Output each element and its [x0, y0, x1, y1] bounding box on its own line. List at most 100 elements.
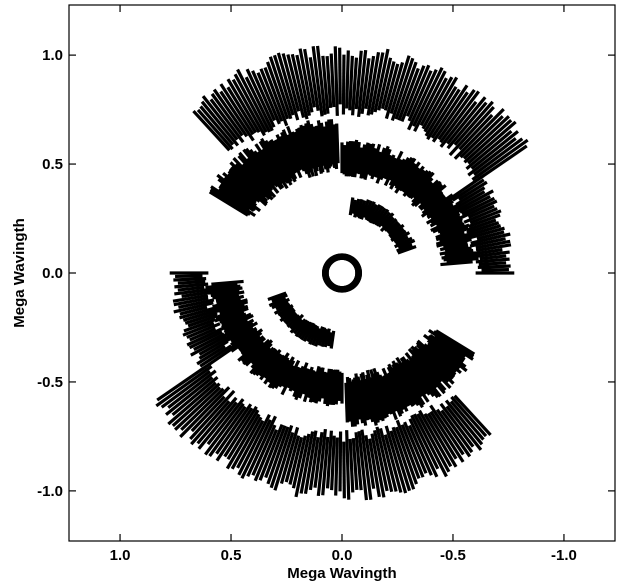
uv-track-139	[395, 419, 421, 479]
uv-track-162	[219, 90, 255, 142]
uv-track-116	[308, 57, 320, 112]
uv-track-445	[395, 356, 424, 398]
uv-track-360	[359, 142, 370, 179]
uv-track-488	[219, 182, 257, 212]
uv-track-27	[190, 400, 231, 446]
uv-track-392	[319, 122, 330, 173]
uv-track-626	[351, 279, 359, 287]
uv-track-519	[282, 310, 297, 324]
uv-track-86	[364, 55, 376, 110]
uv-track-6	[467, 137, 517, 177]
uv-track-190	[479, 254, 507, 261]
uv-track-266	[435, 223, 470, 240]
uv-track-161	[429, 410, 465, 463]
uv-track-610	[333, 284, 339, 292]
uv-track-129	[383, 434, 403, 493]
uv-track-146	[245, 68, 276, 128]
uv-track-111	[354, 432, 363, 491]
uv-track-353	[302, 369, 316, 403]
uv-track-158	[226, 86, 258, 134]
uv-track-287	[230, 326, 258, 347]
uv-track-99	[334, 437, 339, 496]
uv-track-511	[273, 302, 291, 315]
uv-track-554	[348, 197, 355, 216]
uv-track-499	[435, 329, 476, 356]
uv-track-249	[210, 289, 240, 298]
uv-track-121	[370, 433, 386, 498]
uv-track-0	[477, 144, 528, 181]
uv-track-163	[429, 404, 465, 456]
uv-track-434	[269, 138, 294, 180]
uv-track-174	[199, 105, 235, 146]
uv-track-49	[230, 416, 263, 470]
uv-track-221	[189, 327, 217, 342]
uv-track-551	[323, 328, 331, 348]
uv-track-452	[248, 148, 279, 188]
uv-track-108	[325, 55, 333, 108]
uv-track-198	[475, 239, 511, 250]
uv-track-24	[448, 106, 495, 157]
uv-track-393	[354, 373, 365, 424]
uv-track-205	[179, 305, 208, 316]
uv-track-195	[181, 290, 210, 298]
uv-track-604	[325, 280, 334, 288]
uv-track-97	[330, 435, 336, 491]
uv-track-456	[242, 148, 280, 194]
uv-track-414	[293, 131, 312, 179]
uv-track-290	[420, 193, 454, 218]
uv-track-427	[385, 373, 405, 411]
uv-track-269	[219, 310, 245, 324]
uv-track-410	[297, 127, 315, 177]
uv-track-340	[382, 154, 396, 179]
uv-track-130	[276, 52, 300, 121]
uv-track-9	[165, 376, 214, 416]
uv-track-196	[475, 243, 512, 253]
uv-track-329	[270, 359, 291, 390]
uv-track-444	[260, 148, 289, 190]
uv-track-373	[331, 369, 338, 406]
uv-track-13	[167, 381, 217, 426]
y-tick-label-4: -1.0	[37, 483, 63, 500]
uv-track-609	[347, 255, 354, 263]
uv-track-277	[223, 319, 249, 334]
uv-track-550	[353, 198, 361, 218]
uv-track-182	[481, 267, 509, 272]
uv-track-304	[410, 179, 440, 207]
uv-track-258	[436, 234, 473, 248]
uv-track-123	[372, 429, 389, 492]
uv-track-66	[394, 61, 418, 120]
uv-track-336	[383, 150, 404, 187]
uv-track-260	[435, 233, 468, 246]
uv-track-36	[437, 89, 476, 141]
uv-track-433	[387, 363, 412, 407]
uv-track-134	[268, 56, 293, 120]
uv-track-354	[366, 147, 378, 175]
uv-track-242	[446, 256, 479, 264]
y-tick-label-2: 0.0	[42, 265, 63, 282]
uv-track-23	[190, 395, 226, 433]
uv-track-94	[351, 57, 359, 116]
uv-track-171	[445, 405, 483, 451]
uv-track-332	[388, 158, 406, 187]
uv-track-53	[237, 414, 271, 476]
uv-track-523	[286, 314, 301, 329]
uv-track-359	[311, 367, 323, 403]
uv-track-417	[375, 371, 394, 415]
uv-track-117	[364, 434, 376, 489]
uv-track-236	[451, 178, 485, 202]
uv-track-357	[308, 365, 321, 403]
uv-track-396	[315, 125, 326, 167]
uv-track-159	[426, 412, 458, 460]
uv-track-71	[273, 431, 295, 491]
uv-track-459	[410, 356, 438, 389]
uv-track-430	[275, 138, 298, 180]
uv-track-110	[321, 55, 330, 114]
uv-track-47	[225, 413, 261, 470]
uv-track-45	[226, 409, 260, 460]
uv-track-10	[465, 129, 513, 171]
uv-track-525	[289, 313, 305, 330]
uv-track-285	[230, 326, 254, 343]
uv-track-298	[417, 184, 447, 210]
uv-track-148	[244, 76, 274, 132]
uv-track-17	[173, 386, 222, 431]
